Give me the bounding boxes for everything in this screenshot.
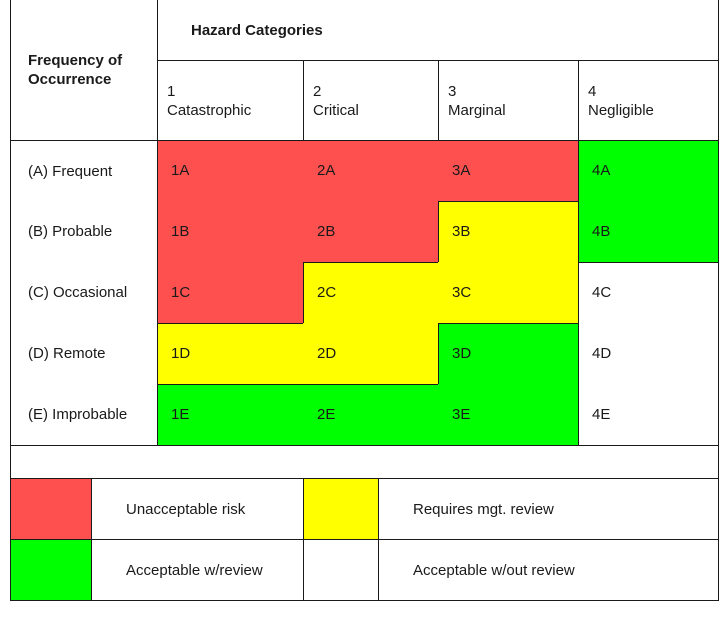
risk-cell-label: 4D — [592, 345, 612, 362]
boundary-2c-left — [303, 262, 304, 323]
risk-cell-2d: 2D — [303, 323, 438, 384]
risk-cell-1d: 1D — [157, 323, 303, 384]
legend-swatch-mgt-review — [303, 478, 378, 539]
risk-cell-label: 2A — [317, 162, 336, 179]
column-3-label: Marginal — [448, 102, 506, 119]
risk-cell-label: 4B — [592, 223, 611, 240]
border-right — [718, 0, 719, 601]
divider-col-3 — [438, 60, 439, 140]
column-4-label: Negligible — [588, 102, 654, 119]
boundary-3d-top — [438, 323, 578, 324]
risk-cell-3e: 3E — [438, 384, 578, 445]
risk-cell-3c: 3C — [438, 262, 578, 323]
column-3-number: 3 — [448, 83, 457, 100]
boundary-3b-left — [438, 201, 439, 262]
risk-cell-2e: 2E — [303, 384, 438, 445]
risk-cell-label: 4C — [592, 284, 612, 301]
divider-legend-top — [10, 478, 719, 479]
legend-label-unacceptable: Unacceptable risk — [126, 501, 246, 518]
risk-cell-3b: 3B — [438, 201, 578, 262]
border-bottom — [10, 600, 719, 601]
boundary-1e-top — [157, 384, 438, 385]
risk-cell-label: 2D — [317, 345, 337, 362]
divider-legend-col-1 — [91, 478, 92, 600]
column-4-number: 4 — [588, 83, 597, 100]
row-label-improbable: (E) Improbable — [28, 406, 128, 423]
divider-col-4 — [578, 60, 579, 445]
risk-cell-label: 2B — [317, 223, 336, 240]
risk-cell-1a: 1A — [157, 140, 303, 201]
divider-row-header — [157, 0, 158, 140]
risk-cell-label: 1B — [171, 223, 190, 240]
risk-cell-label: 1A — [171, 162, 190, 179]
legend-swatch-acceptable-review — [10, 539, 91, 600]
risk-cell-2a: 2A — [303, 140, 438, 201]
risk-cell-label: 3B — [452, 223, 471, 240]
risk-cell-label: 1C — [171, 284, 191, 301]
risk-cell-label: 1D — [171, 345, 191, 362]
column-1-number: 1 — [167, 83, 176, 100]
boundary-4c-top — [578, 262, 719, 263]
risk-cell-1e: 1E — [157, 384, 303, 445]
boundary-3d-left — [438, 323, 439, 384]
boundary-3b-top — [438, 201, 578, 202]
divider-legend-col-2 — [303, 478, 304, 600]
row-label-occasional: (C) Occasional — [28, 284, 128, 301]
risk-cell-2b: 2B — [303, 201, 438, 262]
risk-cell-label: 2E — [317, 406, 336, 423]
divider-row-labels — [157, 140, 158, 445]
risk-cell-3d: 3D — [438, 323, 578, 384]
risk-cell-4c: 4C — [578, 262, 719, 323]
divider-matrix-bottom — [10, 445, 719, 446]
column-2-number: 2 — [313, 83, 322, 100]
column-2-label: Critical — [313, 102, 359, 119]
risk-cell-label: 3C — [452, 284, 472, 301]
divider-legend-mid — [10, 539, 719, 540]
row-label-remote: (D) Remote — [28, 345, 106, 362]
row-header-title-line1: Frequency of — [28, 52, 123, 69]
column-1-label: Catastrophic — [167, 102, 252, 119]
risk-cell-4b: 4B — [578, 201, 719, 262]
row-header-title-line2: Occurrence — [28, 71, 112, 88]
column-group-title: Hazard Categories — [191, 22, 323, 39]
boundary-1d-top — [157, 323, 303, 324]
row-label-probable: (B) Probable — [28, 223, 113, 240]
legend-label-mgt-review: Requires mgt. review — [413, 501, 554, 518]
legend-label-acceptable-review: Acceptable w/review — [126, 562, 263, 579]
risk-cell-label: 4E — [592, 406, 611, 423]
risk-cell-4a: 4A — [578, 140, 719, 201]
risk-cell-3a: 3A — [438, 140, 578, 201]
risk-cell-label: 4A — [592, 162, 611, 179]
row-label-frequent: (A) Frequent — [28, 163, 113, 180]
legend-swatch-acceptable-no-review — [303, 539, 378, 600]
divider-legend-col-3 — [378, 478, 379, 600]
risk-cell-label: 2C — [317, 284, 337, 301]
risk-cell-label: 3D — [452, 345, 472, 362]
legend-swatch-unacceptable — [10, 478, 91, 539]
boundary-2c-top — [303, 262, 438, 263]
risk-cell-label: 3E — [452, 406, 471, 423]
risk-cell-1c: 1C — [157, 262, 303, 323]
legend-label-acceptable-no-review: Acceptable w/out review — [413, 562, 575, 579]
border-left — [10, 0, 11, 601]
divider-col-2 — [303, 60, 304, 140]
risk-cell-label: 3A — [452, 162, 471, 179]
risk-cell-4d: 4D — [578, 323, 719, 384]
risk-cell-1b: 1B — [157, 201, 303, 262]
risk-cell-2c: 2C — [303, 262, 438, 323]
divider-header-bottom — [10, 140, 719, 141]
risk-cell-4e: 4E — [578, 384, 719, 445]
risk-cell-label: 1E — [171, 406, 190, 423]
